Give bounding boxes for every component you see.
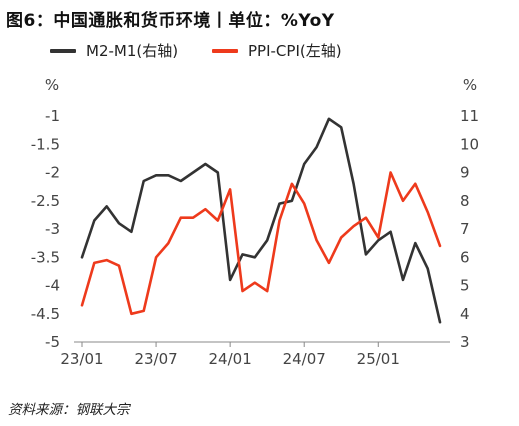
data-point-ppicpi	[352, 225, 354, 227]
data-point-ppicpi	[192, 217, 194, 219]
data-point-m2m1	[241, 253, 243, 255]
data-point-m2m1	[266, 239, 268, 241]
data-point-ppicpi	[278, 219, 280, 221]
data-point-ppicpi	[81, 304, 83, 306]
data-point-m2m1	[106, 205, 108, 207]
series-lines	[80, 117, 442, 324]
data-point-m2m1	[278, 202, 280, 204]
data-point-ppicpi	[241, 290, 243, 292]
series-line-ppicpi	[80, 171, 442, 316]
data-point-ppicpi	[254, 282, 256, 284]
legend-swatch-m2m1	[50, 48, 76, 53]
data-point-ppicpi	[315, 239, 317, 241]
data-point-ppicpi	[130, 313, 132, 315]
legend-label-m2m1: M2-M1(右轴)	[86, 42, 179, 60]
data-point-ppicpi	[93, 262, 95, 264]
data-point-m2m1	[93, 219, 95, 221]
data-point-ppicpi	[180, 217, 182, 219]
left-tick-label: -5	[45, 333, 60, 351]
data-point-ppicpi	[106, 259, 108, 261]
data-point-m2m1	[217, 171, 219, 173]
data-point-m2m1	[229, 279, 231, 281]
x-tick-label: 23/01	[60, 350, 103, 368]
left-tick-label: -4.5	[31, 305, 60, 323]
left-tick-label: -1	[45, 107, 60, 125]
data-point-ppicpi	[402, 200, 404, 202]
data-point-ppicpi	[365, 217, 367, 219]
data-point-m2m1	[414, 242, 416, 244]
series-line-m2m1	[80, 117, 442, 324]
data-point-ppicpi	[266, 290, 268, 292]
legend-swatch-ppicpi	[212, 48, 238, 53]
right-tick-label: 7	[460, 220, 470, 238]
data-point-ppicpi	[414, 183, 416, 185]
x-tick-label: 24/01	[209, 350, 252, 368]
right-axis-unit: %	[463, 76, 477, 94]
data-point-m2m1	[439, 321, 441, 323]
x-tick-label: 23/07	[134, 350, 177, 368]
chart-title: 图6：中国通胀和货币环境丨单位：%YoY	[6, 11, 335, 31]
data-point-ppicpi	[303, 202, 305, 204]
legend-item-ppicpi: PPI-CPI(左轴)	[212, 40, 342, 61]
data-point-ppicpi	[377, 236, 379, 238]
data-point-m2m1	[389, 231, 391, 233]
data-point-m2m1	[192, 171, 194, 173]
data-point-ppicpi	[217, 219, 219, 221]
data-point-m2m1	[402, 279, 404, 281]
left-tick-label: -2	[45, 164, 60, 182]
data-point-ppicpi	[340, 236, 342, 238]
x-tick-label: 25/01	[357, 350, 400, 368]
source-note: 资料来源：钢联大宗	[8, 402, 130, 418]
axes: % % -1 -1.5 -2 -2.5 -3 -3.5 -4 -4.5 -5 11 10 9 8 7 6 5 4 3 2…	[31, 76, 479, 368]
data-point-m2m1	[365, 253, 367, 255]
data-point-m2m1	[143, 180, 145, 182]
data-point-m2m1	[303, 163, 305, 165]
legend-label-ppicpi: PPI-CPI(左轴)	[248, 42, 342, 60]
data-point-m2m1	[427, 267, 429, 269]
data-point-m2m1	[352, 183, 354, 185]
right-tick-label: 8	[460, 192, 470, 210]
legend: M2-M1(右轴) PPI-CPI(左轴)	[0, 40, 519, 62]
data-point-ppicpi	[389, 171, 391, 173]
left-tick-label: -3	[45, 220, 60, 238]
right-tick-label: 10	[460, 135, 479, 153]
right-tick-label: 9	[460, 164, 470, 182]
data-point-m2m1	[315, 146, 317, 148]
left-tick-label: -1.5	[31, 135, 60, 153]
data-point-m2m1	[180, 180, 182, 182]
data-point-ppicpi	[143, 310, 145, 312]
data-point-ppicpi	[167, 242, 169, 244]
data-point-ppicpi	[229, 188, 231, 190]
data-point-ppicpi	[118, 265, 120, 267]
data-point-ppicpi	[291, 183, 293, 185]
left-tick-label: -4	[45, 277, 60, 295]
data-point-ppicpi	[204, 208, 206, 210]
left-tick-label: -3.5	[31, 248, 60, 266]
data-point-m2m1	[328, 118, 330, 120]
data-point-ppicpi	[155, 256, 157, 258]
data-point-m2m1	[155, 174, 157, 176]
data-point-m2m1	[291, 200, 293, 202]
data-point-ppicpi	[328, 262, 330, 264]
data-point-m2m1	[254, 256, 256, 258]
data-point-m2m1	[167, 174, 169, 176]
right-tick-label: 3	[460, 333, 470, 351]
data-point-m2m1	[118, 222, 120, 224]
data-point-ppicpi	[427, 211, 429, 213]
right-tick-label: 11	[460, 107, 479, 125]
data-point-m2m1	[130, 231, 132, 233]
data-point-m2m1	[81, 256, 83, 258]
left-axis-unit: %	[45, 76, 59, 94]
right-tick-label: 6	[460, 248, 470, 266]
right-tick-label: 5	[460, 277, 470, 295]
data-point-m2m1	[377, 239, 379, 241]
data-point-ppicpi	[439, 245, 441, 247]
data-point-m2m1	[340, 126, 342, 128]
data-point-m2m1	[204, 163, 206, 165]
left-tick-label: -2.5	[31, 192, 60, 210]
x-tick-label: 24/07	[283, 350, 326, 368]
right-tick-label: 4	[460, 305, 470, 323]
legend-item-m2m1: M2-M1(右轴)	[50, 40, 178, 61]
